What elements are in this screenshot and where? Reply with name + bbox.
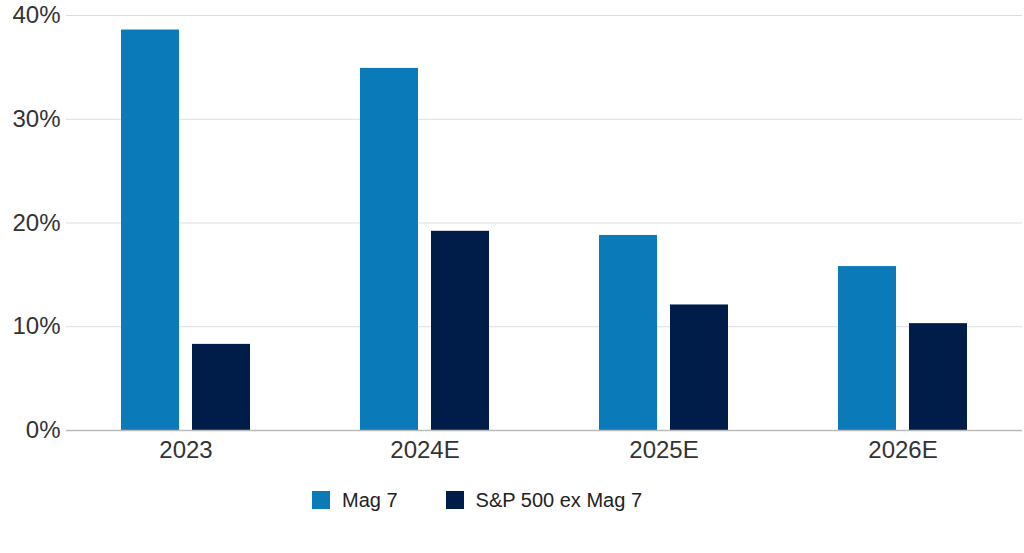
svg-text:40%: 40% (12, 1, 60, 28)
html-text:S&P 500 ex Mag 7: S&P 500 ex Mag 7 (475, 488, 642, 511)
svg-text:2023: 2023 (159, 436, 212, 463)
svg-text:30%: 30% (12, 105, 60, 132)
svg-text:10%: 10% (12, 312, 60, 339)
svg-text:2024E: 2024E (390, 436, 459, 463)
html-text:Mag 7: Mag 7 (342, 488, 398, 511)
svg-text:2025E: 2025E (629, 436, 698, 463)
svg-text:20%: 20% (12, 209, 60, 236)
svg-text:0%: 0% (26, 416, 61, 443)
svg-text:2026E: 2026E (868, 436, 937, 463)
